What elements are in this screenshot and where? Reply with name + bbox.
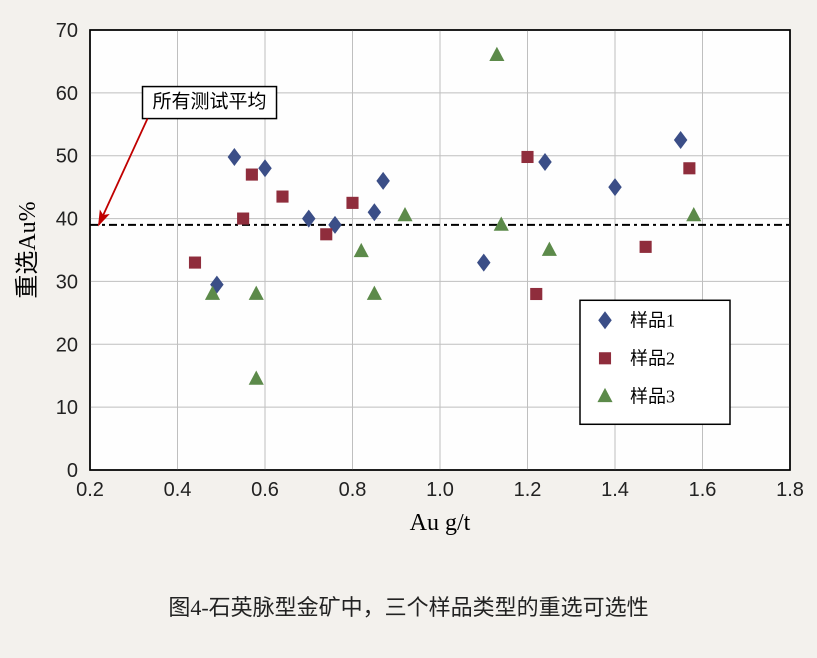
scatter-chart: 0.2 0.4 0.6 0.8 1.0 1.2 1.4 1.6 1.8 0 10 20 30 40 50 60… xyxy=(0,0,817,560)
x-tick-label: 1.4 xyxy=(601,479,629,501)
y-tick-label: 40 xyxy=(56,209,78,231)
x-tick-label: 1.8 xyxy=(776,479,804,501)
y-tick-label: 30 xyxy=(56,271,78,293)
y-tick-label: 10 xyxy=(56,397,78,419)
caption-text: 图4-石英脉型金矿中，三个样品类型的重选可选性 xyxy=(168,595,648,620)
x-axis-label: Au g/t xyxy=(410,510,471,536)
legend-item-label: 样品1 xyxy=(630,310,675,330)
legend-item-label: 样品3 xyxy=(630,386,675,406)
y-tick-label: 20 xyxy=(56,334,78,356)
y-tick-label: 0 xyxy=(67,460,78,482)
y-tick-label: 70 xyxy=(56,20,78,42)
x-tick-label: 1.6 xyxy=(689,479,717,501)
legend-item-label: 样品2 xyxy=(630,348,675,368)
x-tick-label: 1.0 xyxy=(426,479,454,501)
x-tick-label: 0.8 xyxy=(339,479,367,501)
y-axis-label: 重选Au% xyxy=(14,201,41,298)
y-tick-label: 60 xyxy=(56,83,78,105)
x-tick-label: 0.6 xyxy=(251,479,279,501)
x-tick-label: 0.2 xyxy=(76,479,104,501)
x-tick-label: 1.2 xyxy=(514,479,542,501)
annotation-label: 所有测试平均 xyxy=(153,91,267,113)
x-tick-label: 0.4 xyxy=(164,479,192,501)
figure-caption: 图4-石英脉型金矿中，三个样品类型的重选可选性 xyxy=(0,590,817,622)
y-tick-label: 50 xyxy=(56,146,78,168)
